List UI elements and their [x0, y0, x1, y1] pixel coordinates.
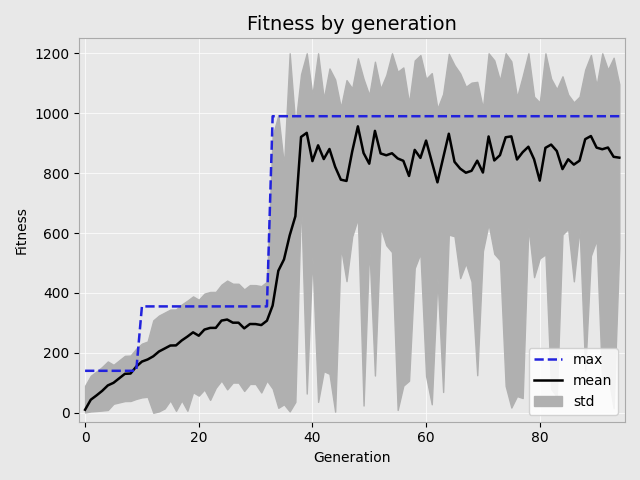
- mean: [484, 133, 492, 139]
- Legend: max, mean, std: max, mean, std: [529, 348, 618, 415]
- Title: Fitness by generation: Fitness by generation: [247, 15, 457, 34]
- max: [104, 368, 111, 374]
- mean: [479, 169, 487, 175]
- max: [81, 368, 89, 374]
- Line: max: max: [85, 116, 620, 371]
- max: [484, 113, 492, 119]
- max: [462, 113, 470, 119]
- max: [451, 113, 458, 119]
- max: [178, 303, 186, 309]
- max: [269, 113, 276, 119]
- mean: [451, 159, 458, 165]
- max: [479, 113, 487, 119]
- mean: [616, 155, 623, 160]
- mean: [104, 383, 111, 388]
- mean: [178, 337, 186, 343]
- max: [616, 113, 623, 119]
- Y-axis label: Fitness: Fitness: [15, 206, 29, 254]
- Line: mean: mean: [85, 126, 620, 410]
- X-axis label: Generation: Generation: [314, 451, 391, 465]
- mean: [354, 123, 362, 129]
- mean: [462, 170, 470, 176]
- mean: [81, 407, 89, 413]
